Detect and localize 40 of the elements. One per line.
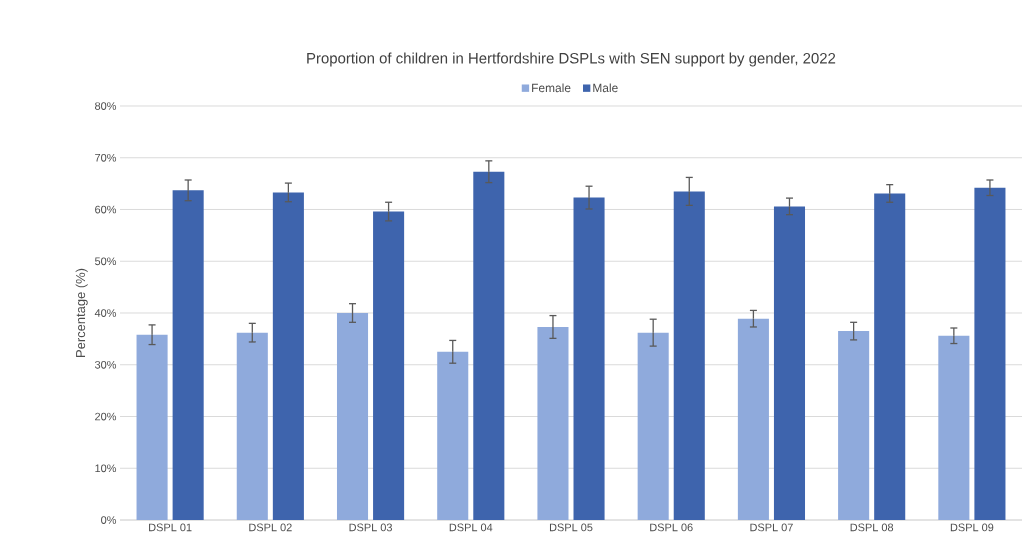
x-tick-label: DSPL 09 xyxy=(950,523,994,532)
bar xyxy=(172,190,204,520)
x-tick-label: DSPL 01 xyxy=(149,523,192,532)
bar xyxy=(336,313,369,520)
bar xyxy=(874,193,906,520)
x-tick-label: DSPL 04 xyxy=(449,523,493,532)
bar xyxy=(938,335,970,520)
chart-title: Proportion of children in Hertfordshire DSPLs with SEN support by gender, 2022 xyxy=(307,52,836,67)
y-tick-label: 60% xyxy=(95,205,117,214)
x-tick-label: DSPL 06 xyxy=(650,523,693,532)
y-tick-label: 30% xyxy=(94,360,117,369)
y-tick-label: 50% xyxy=(94,257,117,266)
y-tick-label: 40% xyxy=(94,309,117,317)
bar xyxy=(838,331,870,520)
bar xyxy=(136,334,168,520)
y-axis-title: Percentage (%) xyxy=(75,268,88,357)
x-tick-label: DSPL 08 xyxy=(850,523,894,532)
y-tick-label: 0% xyxy=(101,516,117,524)
bar xyxy=(437,351,469,520)
legend-label: Female xyxy=(532,83,571,93)
bar xyxy=(974,187,1006,520)
bar xyxy=(537,326,569,520)
legend-label: Male xyxy=(593,83,618,93)
bar xyxy=(737,318,769,520)
bar xyxy=(236,332,268,520)
x-tick-label: DSPL 07 xyxy=(750,523,793,532)
y-tick-label: 10% xyxy=(95,464,117,473)
bar xyxy=(573,197,605,520)
x-tick-label: DSPL 02 xyxy=(249,523,292,532)
y-tick-label: 70% xyxy=(95,153,117,162)
x-tick-label: DSPL 05 xyxy=(549,523,593,532)
bar xyxy=(773,206,806,520)
y-tick-label: 20% xyxy=(95,412,117,421)
bar xyxy=(272,192,304,520)
bar xyxy=(473,171,505,520)
bar xyxy=(637,332,669,520)
x-tick-label: DSPL 03 xyxy=(349,523,392,532)
bar xyxy=(673,191,705,520)
y-tick-label: 80% xyxy=(95,102,117,110)
bar xyxy=(373,211,405,520)
